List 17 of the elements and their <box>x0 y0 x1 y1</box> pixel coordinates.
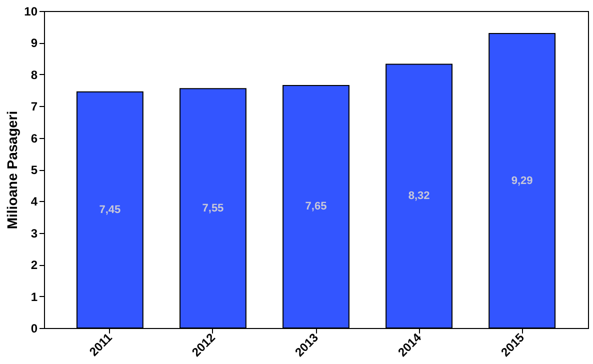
y-tick-label: 8 <box>30 68 38 82</box>
data-label: 7,65 <box>305 200 327 213</box>
y-tick-label: 4 <box>30 194 38 209</box>
data-label: 7,55 <box>202 202 224 214</box>
data-label: 9,29 <box>511 174 533 187</box>
y-tick-label: 10 <box>24 4 38 18</box>
y-tick-label: 5 <box>30 163 38 177</box>
y-tick-label: 1 <box>30 290 38 304</box>
data-label: 7,45 <box>99 204 121 216</box>
y-tick-label: 2 <box>30 258 38 272</box>
y-tick-label: 6 <box>30 131 38 146</box>
y-tick-label: 3 <box>30 226 38 240</box>
data-label: 8,32 <box>408 190 430 202</box>
y-tick-label: 9 <box>30 36 38 50</box>
y-axis-title: Milioane Pasageri <box>4 110 20 230</box>
y-tick-label: 0 <box>30 322 38 336</box>
y-tick-label: 7 <box>30 100 38 114</box>
